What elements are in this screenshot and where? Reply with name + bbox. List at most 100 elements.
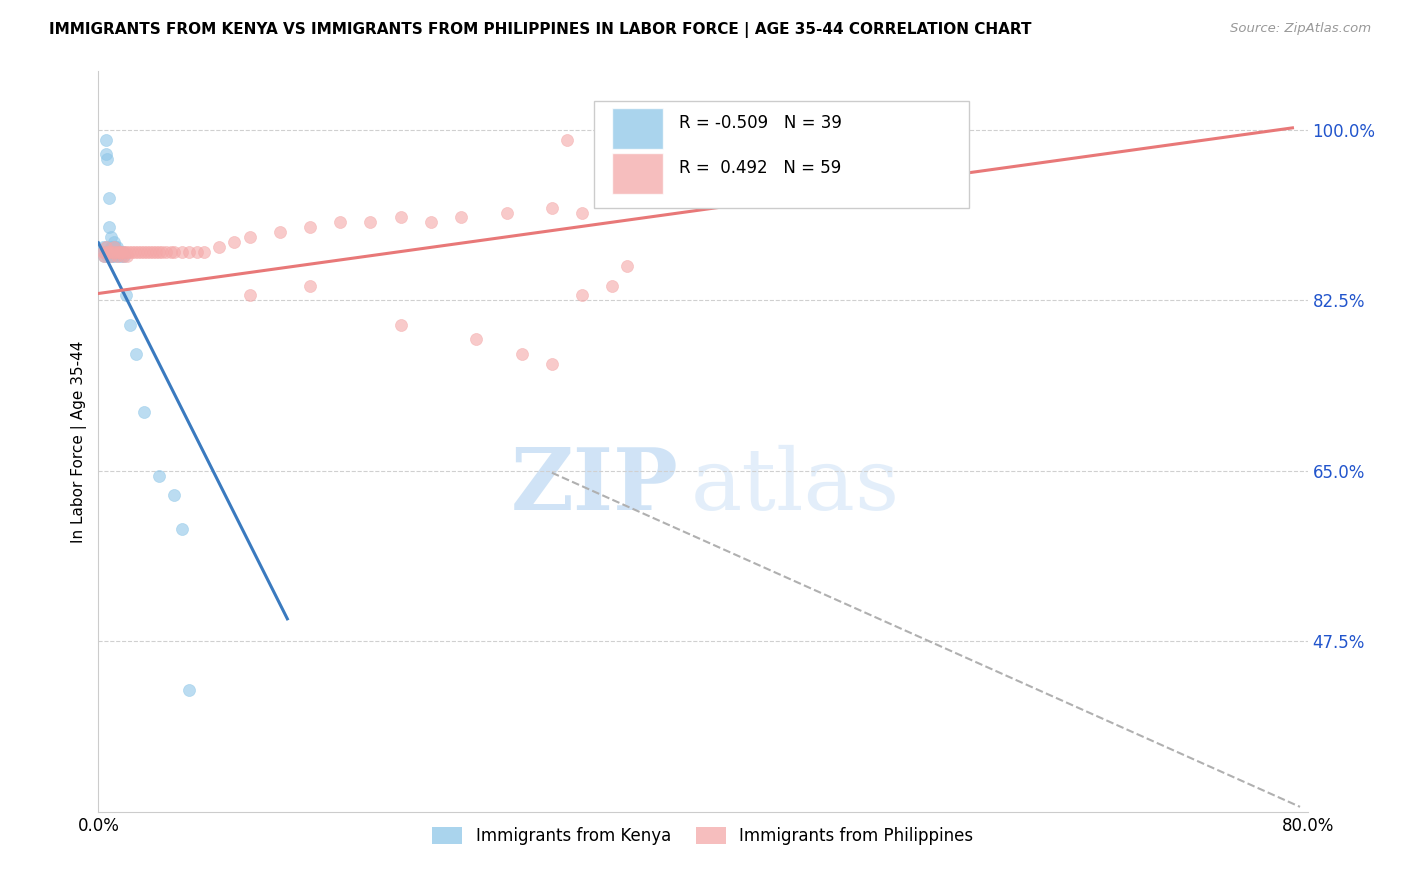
Point xyxy=(540,201,562,215)
Point xyxy=(299,278,322,293)
Point xyxy=(420,215,443,229)
Point xyxy=(148,468,170,483)
Point xyxy=(101,244,124,259)
Point xyxy=(112,250,135,264)
Point xyxy=(132,405,155,419)
Point xyxy=(107,250,129,264)
Point xyxy=(179,682,201,697)
Point xyxy=(124,244,146,259)
Point xyxy=(208,240,231,254)
Point xyxy=(96,244,118,259)
Point xyxy=(91,244,114,259)
Point xyxy=(93,250,115,264)
Point xyxy=(103,244,125,259)
Point xyxy=(98,244,121,259)
Point xyxy=(155,244,177,259)
Point xyxy=(100,230,122,244)
Point xyxy=(329,215,352,229)
Point xyxy=(104,240,127,254)
Point xyxy=(98,250,121,264)
Point xyxy=(94,240,117,254)
Point xyxy=(125,347,148,361)
Point xyxy=(103,240,125,254)
Point xyxy=(94,132,117,146)
Point xyxy=(110,250,132,264)
Point xyxy=(100,244,122,259)
Point xyxy=(111,244,134,259)
Point xyxy=(150,244,173,259)
Point xyxy=(127,244,149,259)
Point xyxy=(555,132,578,146)
Y-axis label: In Labor Force | Age 35-44: In Labor Force | Age 35-44 xyxy=(72,341,87,542)
Point xyxy=(132,244,155,259)
Point xyxy=(103,250,125,264)
Point xyxy=(108,244,131,259)
Text: Source: ZipAtlas.com: Source: ZipAtlas.com xyxy=(1230,22,1371,36)
Point xyxy=(616,259,638,273)
Point xyxy=(107,244,129,259)
Point xyxy=(100,240,122,254)
Point xyxy=(148,244,170,259)
Point xyxy=(91,240,114,254)
Point xyxy=(112,244,135,259)
FancyBboxPatch shape xyxy=(613,108,664,149)
Point xyxy=(571,205,593,219)
Point xyxy=(114,244,136,259)
Point xyxy=(105,250,128,264)
Point xyxy=(115,250,138,264)
Point xyxy=(160,244,183,259)
Point xyxy=(103,240,125,254)
Text: atlas: atlas xyxy=(690,444,900,527)
Point xyxy=(465,332,488,346)
Point xyxy=(450,211,472,225)
Point xyxy=(389,211,412,225)
Point xyxy=(602,278,624,293)
FancyBboxPatch shape xyxy=(613,153,664,194)
Point xyxy=(110,244,132,259)
Point xyxy=(170,244,193,259)
Legend: Immigrants from Kenya, Immigrants from Philippines: Immigrants from Kenya, Immigrants from P… xyxy=(426,820,980,852)
Point xyxy=(170,522,193,536)
Point xyxy=(94,240,117,254)
Point xyxy=(239,230,262,244)
Point xyxy=(139,244,162,259)
Point xyxy=(145,244,167,259)
Point xyxy=(103,235,125,249)
Point xyxy=(114,288,136,302)
Point xyxy=(121,244,143,259)
Point xyxy=(118,244,141,259)
Point xyxy=(142,244,165,259)
Point xyxy=(163,244,186,259)
Point xyxy=(163,488,186,502)
Point xyxy=(101,250,124,264)
Point xyxy=(224,235,246,249)
Text: R = -0.509   N = 39: R = -0.509 N = 39 xyxy=(679,114,842,132)
Point xyxy=(239,288,262,302)
Text: R =  0.492   N = 59: R = 0.492 N = 59 xyxy=(679,159,841,177)
Point xyxy=(111,250,134,264)
Point xyxy=(269,225,291,239)
Point xyxy=(120,318,142,332)
Point xyxy=(389,318,412,332)
Point xyxy=(540,357,562,371)
Point xyxy=(495,205,517,219)
FancyBboxPatch shape xyxy=(595,101,969,209)
Point xyxy=(105,240,128,254)
Point xyxy=(510,347,533,361)
Point xyxy=(96,250,118,264)
Point xyxy=(100,250,122,264)
Text: IMMIGRANTS FROM KENYA VS IMMIGRANTS FROM PHILIPPINES IN LABOR FORCE | AGE 35-44 : IMMIGRANTS FROM KENYA VS IMMIGRANTS FROM… xyxy=(49,22,1032,38)
Point xyxy=(135,244,157,259)
Point xyxy=(101,240,124,254)
Point xyxy=(571,288,593,302)
Point xyxy=(179,244,201,259)
Point xyxy=(94,147,117,161)
Point xyxy=(104,244,127,259)
Point xyxy=(93,244,115,259)
Point xyxy=(101,244,124,259)
Point xyxy=(193,244,215,259)
Point xyxy=(96,152,118,166)
Point xyxy=(93,250,115,264)
Point xyxy=(104,244,127,259)
Point xyxy=(186,244,208,259)
